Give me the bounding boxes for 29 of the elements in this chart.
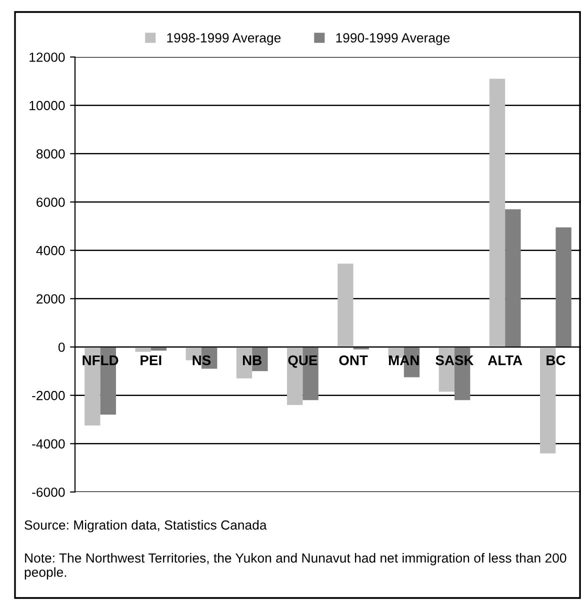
y-tick-label: -2000 (32, 390, 65, 400)
y-tick-label: -6000 (32, 488, 65, 497)
y-tick-label: 4000 (36, 246, 65, 256)
x-tick-label: PEI (140, 356, 162, 366)
x-tick-label: NB (243, 356, 262, 366)
y-tick-label: 8000 (36, 149, 65, 159)
y-tick-label: 12000 (30, 52, 65, 62)
x-tick-label: SASK (436, 355, 474, 366)
bar (489, 78, 506, 347)
bar (505, 209, 521, 347)
legend-label: 1990-1999 Average (336, 33, 450, 46)
y-tick-label: 6000 (36, 198, 65, 207)
x-tick-label: ONT (339, 355, 368, 366)
bar (338, 264, 354, 347)
legend-label: 1998-1999 Average (167, 33, 281, 46)
x-tick-label: BC (546, 355, 566, 366)
x-tick-label: MAN (389, 356, 419, 366)
source-note: Source: Migration data, Statistics Canada (24, 520, 267, 532)
x-tick-label: ALTA (488, 356, 522, 366)
y-tick-label: -4000 (32, 439, 65, 449)
x-tick-label: NS (192, 355, 211, 366)
y-tick-label: 2000 (36, 294, 65, 304)
y-tick-label: 10000 (30, 100, 65, 110)
x-tick-label: NFLD (82, 356, 118, 366)
x-tick-label: QUE (288, 355, 318, 368)
bar (135, 347, 151, 352)
y-tick-label: 0 (58, 342, 65, 352)
text: Note: The Northwest Territories, the Yukon and Nunavut had net immigration of less than 200 people. (24, 553, 566, 580)
bar (556, 227, 572, 347)
